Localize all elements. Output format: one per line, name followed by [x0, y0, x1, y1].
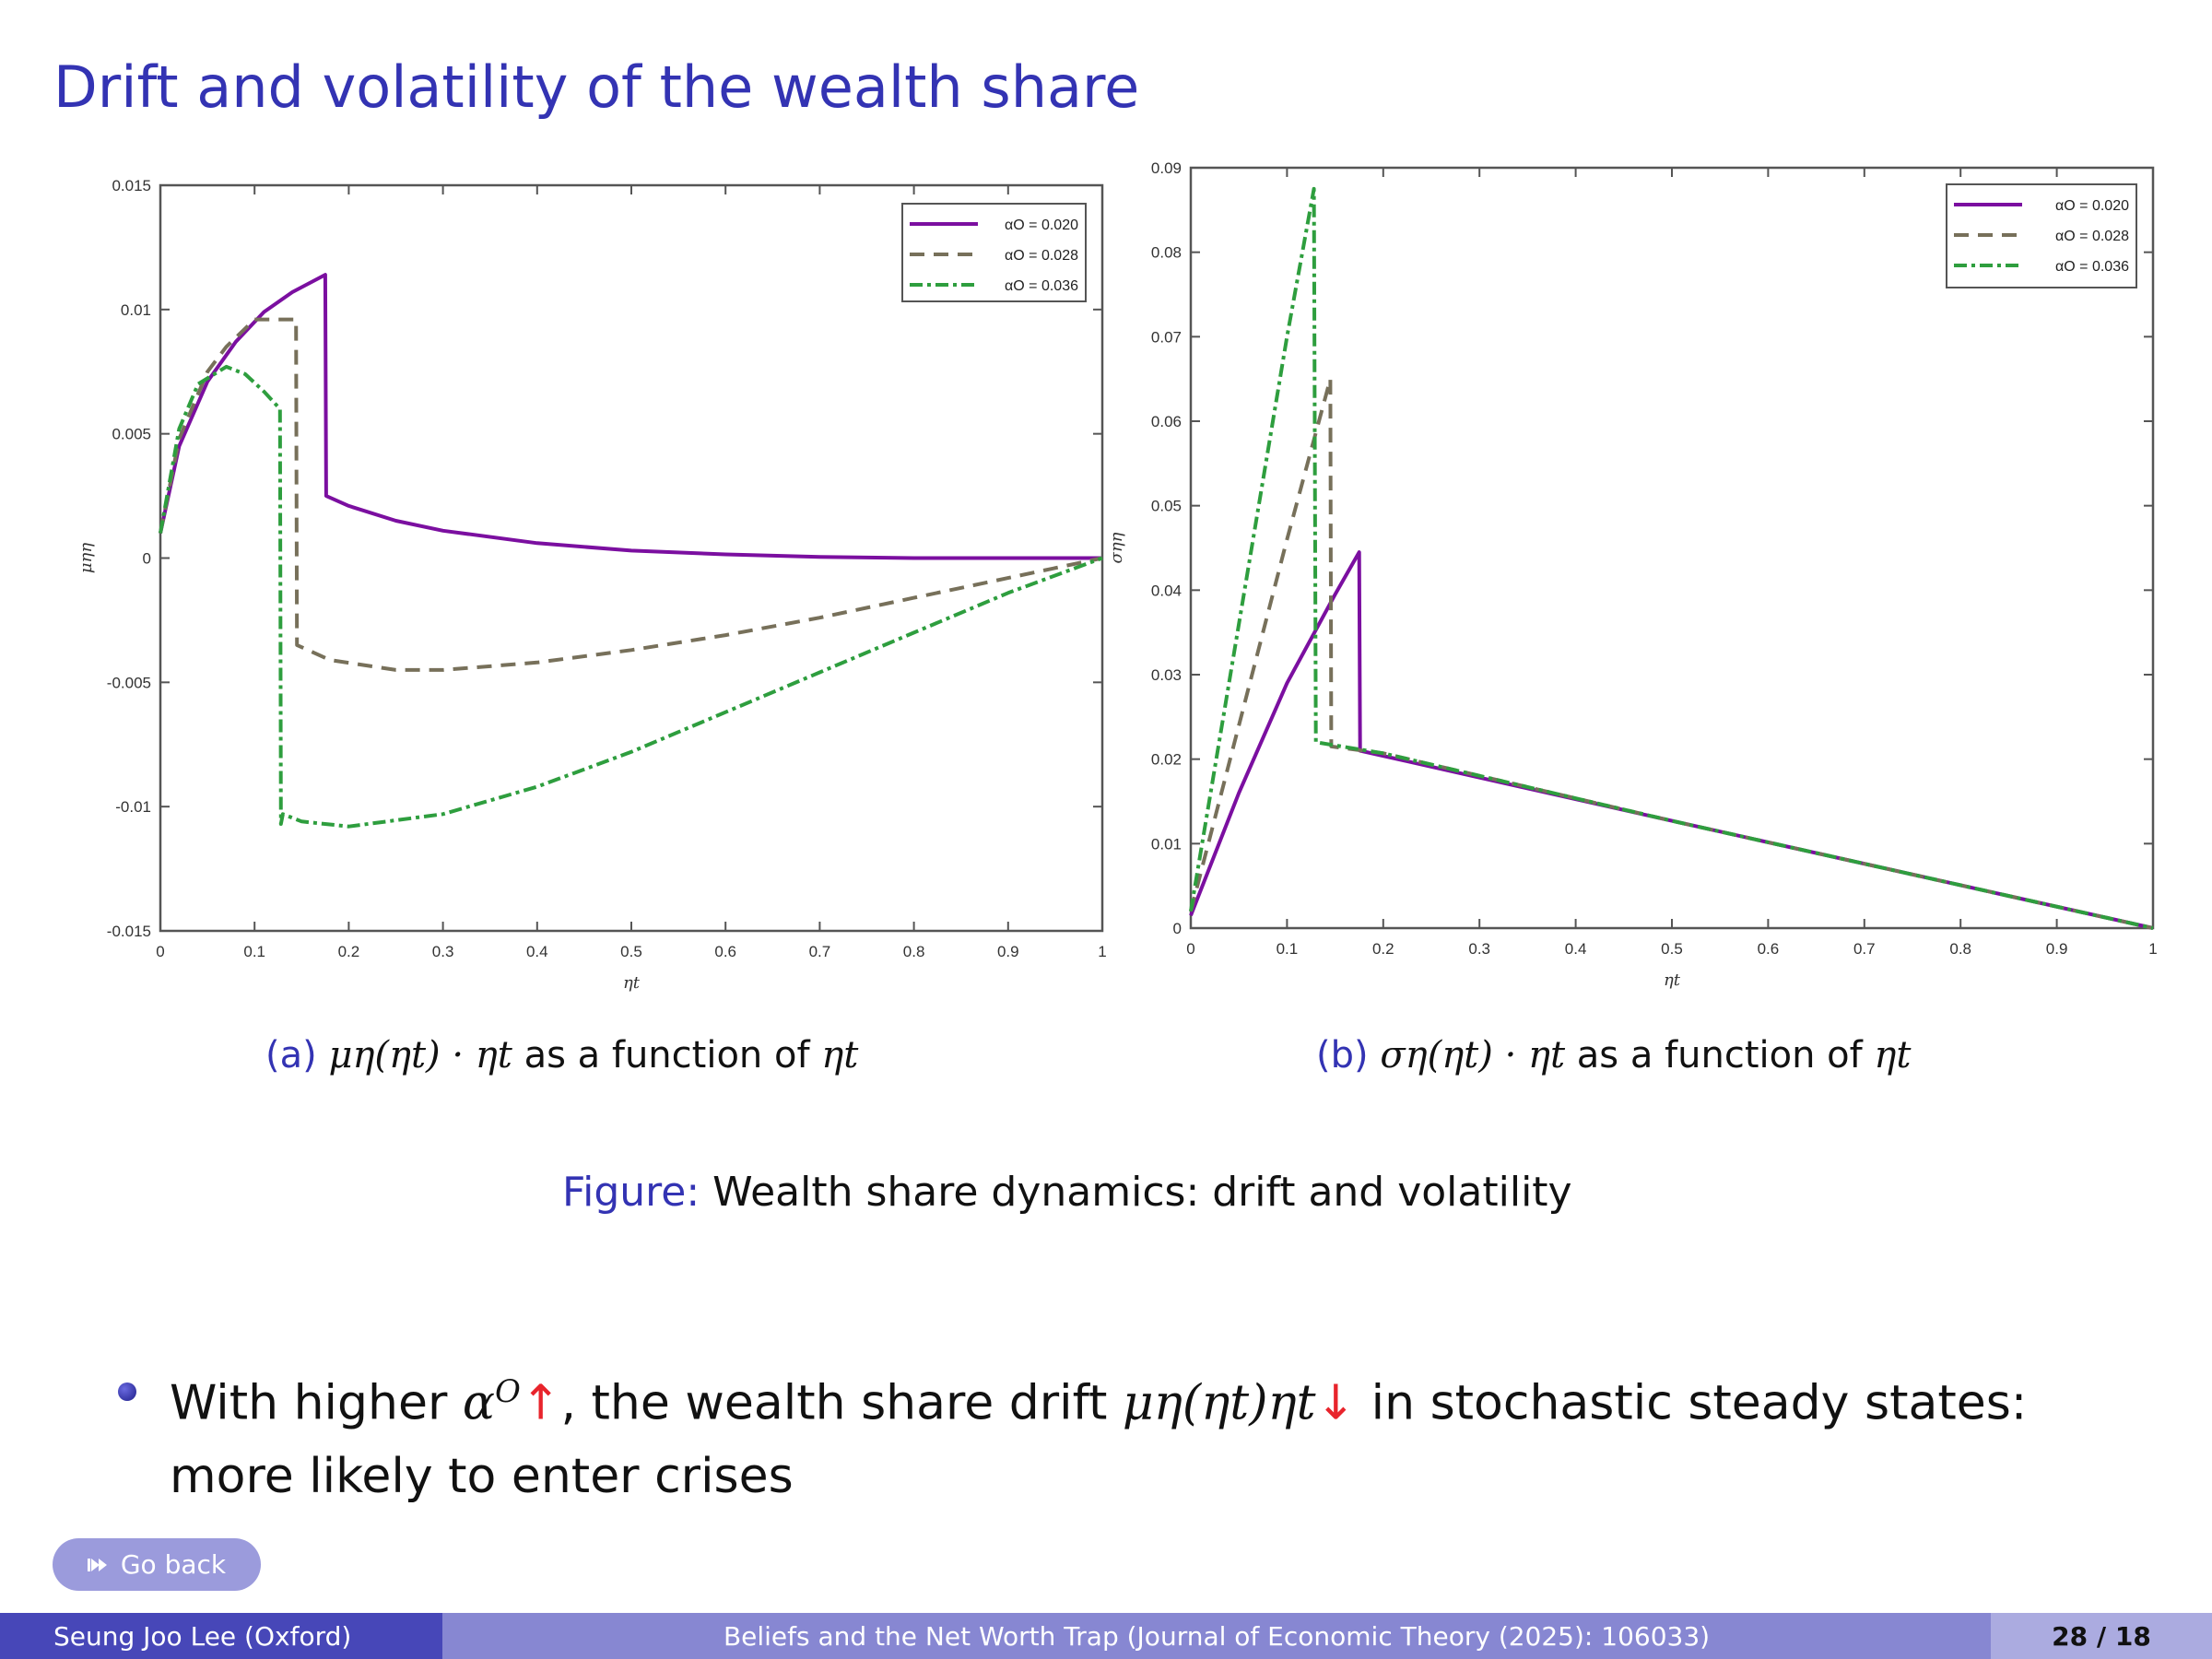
footer-paper-title: Beliefs and the Net Worth Trap (Journal …: [442, 1613, 1991, 1659]
legend-entry: αO = 0.028: [2055, 229, 2129, 244]
bullet-drift-math: μη(ηt)ηt: [1122, 1375, 1316, 1431]
x-tick-label: 0.3: [432, 943, 454, 960]
x-tick-label: 1: [1098, 943, 1106, 960]
legend-entry: αO = 0.036: [1005, 278, 1078, 294]
series-line: [159, 273, 1102, 560]
caption-a-text: as a function of: [512, 1034, 822, 1077]
y-axis-label: μηη: [76, 543, 96, 573]
x-tick-label: 0.1: [1277, 940, 1299, 958]
y-tick-label: 0.01: [121, 301, 151, 319]
series-line: [1189, 550, 2154, 930]
y-tick-label: 0.09: [1151, 159, 1182, 177]
x-tick-label: 0.2: [338, 943, 360, 960]
y-tick-label: 0.03: [1151, 666, 1182, 684]
x-tick-label: 0.9: [2046, 940, 2068, 958]
bullet-text-2: , the wealth share drift: [560, 1375, 1123, 1431]
bullet-alpha: α: [462, 1375, 495, 1431]
series-line: [1189, 186, 2154, 930]
x-tick-label: 1: [2148, 940, 2157, 958]
y-tick-label: 0.08: [1151, 244, 1182, 262]
footer: Seung Joo Lee (Oxford) Beliefs and the N…: [0, 1613, 2212, 1659]
x-tick-label: 0.3: [1468, 940, 1490, 958]
go-back-label: Go back: [120, 1549, 227, 1580]
legend-entry: αO = 0.036: [2055, 259, 2129, 275]
x-tick-label: 0.8: [1949, 940, 1971, 958]
series-line: [1189, 377, 2154, 930]
figure-caption-label: Figure:: [562, 1169, 700, 1216]
x-tick-label: 0.8: [903, 943, 925, 960]
x-tick-label: 0.1: [243, 943, 265, 960]
bullet-text-1: With higher: [170, 1375, 463, 1431]
y-tick-label: 0.05: [1151, 498, 1182, 515]
caption-a: (a) μη(ηt) · ηt as a function of ηt: [265, 1034, 858, 1077]
y-axis-label: σηη: [1107, 532, 1126, 563]
y-tick-label: 0.07: [1151, 328, 1182, 346]
caption-a-math: μη(ηt) · ηt: [328, 1034, 512, 1077]
y-tick-label: -0.005: [107, 674, 151, 691]
legend-entry: αO = 0.028: [1005, 248, 1078, 264]
figure-caption: Figure: Wealth share dynamics: drift and…: [562, 1169, 1572, 1216]
y-tick-label: 0.02: [1151, 751, 1182, 769]
x-tick-label: 0.7: [809, 943, 831, 960]
y-tick-label: 0: [1173, 920, 1182, 937]
y-tick-label: 0.015: [112, 177, 151, 194]
caption-a-label: (a): [265, 1034, 317, 1077]
y-tick-label: 0.04: [1151, 582, 1182, 599]
legend-entry: αO = 0.020: [1005, 218, 1078, 233]
caption-b-text: as a function of: [1565, 1034, 1875, 1077]
chart-legend: αO = 0.020 αO = 0.028 αO = 0.036: [901, 203, 1087, 302]
bullet-icon: [118, 1382, 136, 1401]
x-tick-label: 0: [156, 943, 164, 960]
x-axis-label: ηt: [1664, 971, 1681, 990]
x-tick-label: 0: [1186, 940, 1194, 958]
double-arrow-right-icon: [87, 1558, 107, 1571]
x-tick-label: 0.7: [1853, 940, 1876, 958]
bullet-text-3: in stochastic steady states: more likely…: [170, 1375, 2028, 1505]
bullet-alpha-sup: O: [495, 1373, 521, 1410]
x-tick-label: 0.6: [714, 943, 736, 960]
x-tick-label: 0.9: [997, 943, 1019, 960]
x-tick-label: 0.4: [1565, 940, 1587, 958]
x-tick-label: 0.5: [620, 943, 642, 960]
caption-b-var: ηt: [1874, 1034, 1912, 1077]
y-tick-label: 0: [143, 550, 151, 568]
caption-a-var: ηt: [821, 1034, 859, 1077]
y-tick-label: -0.015: [107, 923, 151, 940]
footer-page-number: 28 / 18: [1991, 1613, 2212, 1659]
x-tick-label: 0.6: [1758, 940, 1780, 958]
caption-b-label: (b): [1316, 1034, 1369, 1077]
y-tick-label: 0.01: [1151, 835, 1182, 853]
go-back-button[interactable]: Go back: [53, 1538, 261, 1591]
legend-entry: αO = 0.020: [2055, 198, 2129, 214]
bullet-point: With higher αO↑, the wealth share drift …: [114, 1355, 2160, 1513]
caption-b: (b) ση(ηt) · ηt as a function of ηt: [1316, 1034, 1911, 1077]
y-tick-label: -0.01: [115, 798, 151, 816]
footer-author: Seung Joo Lee (Oxford): [0, 1613, 442, 1659]
y-tick-label: 0.005: [112, 426, 151, 443]
series-line: [159, 317, 1103, 672]
y-tick-label: 0.06: [1151, 413, 1182, 430]
caption-b-math: ση(ηt) · ηt: [1380, 1034, 1566, 1077]
x-tick-label: 0.5: [1661, 940, 1683, 958]
chart-volatility: 0 0.1 0.2 0.3 0.4 0.5 0.6 0.7 0.8 0.9 1 0 0.01 0.02 0.…: [1106, 157, 2212, 990]
x-tick-label: 0.2: [1372, 940, 1394, 958]
series-line: [159, 364, 1103, 829]
chart-drift: 0 0.1 0.2 0.3 0.4 0.5 0.6 0.7 0.8 0.9 1 -0.015 -0.01…: [0, 157, 1107, 993]
down-arrow-icon: ↓: [1315, 1375, 1357, 1431]
x-axis-label: ηt: [623, 973, 641, 993]
figure-caption-text: Wealth share dynamics: drift and volatil…: [700, 1169, 1572, 1216]
up-arrow-icon: ↑: [520, 1375, 561, 1431]
slide-title: Drift and volatility of the wealth share: [53, 53, 1140, 121]
x-tick-label: 0.4: [526, 943, 548, 960]
chart-legend: αO = 0.020 αO = 0.028 αO = 0.036: [1946, 183, 2137, 288]
